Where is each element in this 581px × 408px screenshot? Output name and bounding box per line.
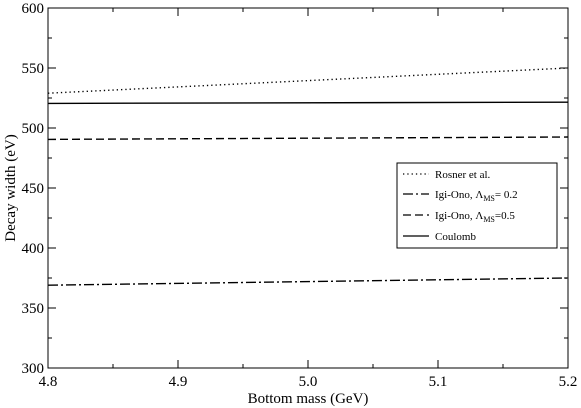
series-igi-ono-05-line [47,136,569,141]
y-tick-label: 350 [22,301,45,317]
plot-frame [47,7,569,369]
y-tick-label: 550 [22,61,45,77]
y-axis-ticks: 300 350 400 450 500 550 600 [22,1,568,377]
y-tick-label: 450 [22,181,45,197]
y-tick-label: 400 [22,241,45,257]
legend-box [396,162,558,249]
x-tick-label: 5.1 [429,374,448,390]
series-layer [47,67,569,286]
y-tick-label: 300 [22,361,45,377]
series-rosner-line [47,67,569,94]
y-axis-title: Decay width (eV) [3,134,19,241]
x-tick-label: 5.2 [559,374,578,390]
legend-label-igi-ono-02: Igi-Ono, ΛMS= 0.2 [435,189,518,203]
y-tick-label: 600 [22,1,45,17]
legend-label-rosner: Rosner et al. [435,169,491,181]
legend-label-coulomb: Coulomb [435,231,476,243]
x-axis-title: Bottom mass (GeV) [248,391,369,407]
series-igi-ono-02-line [47,277,569,286]
x-tick-label: 5.0 [299,374,318,390]
x-tick-label: 4.8 [39,374,58,390]
legend-label-igi-ono-05: Igi-Ono, ΛMS=0.5 [435,210,515,224]
y-tick-label: 500 [22,121,45,137]
x-tick-label: 4.9 [169,374,188,390]
legend: Rosner et al. Igi-Ono, ΛMS= 0.2 Igi-Ono,… [396,162,558,249]
series-coulomb-line [47,101,569,105]
